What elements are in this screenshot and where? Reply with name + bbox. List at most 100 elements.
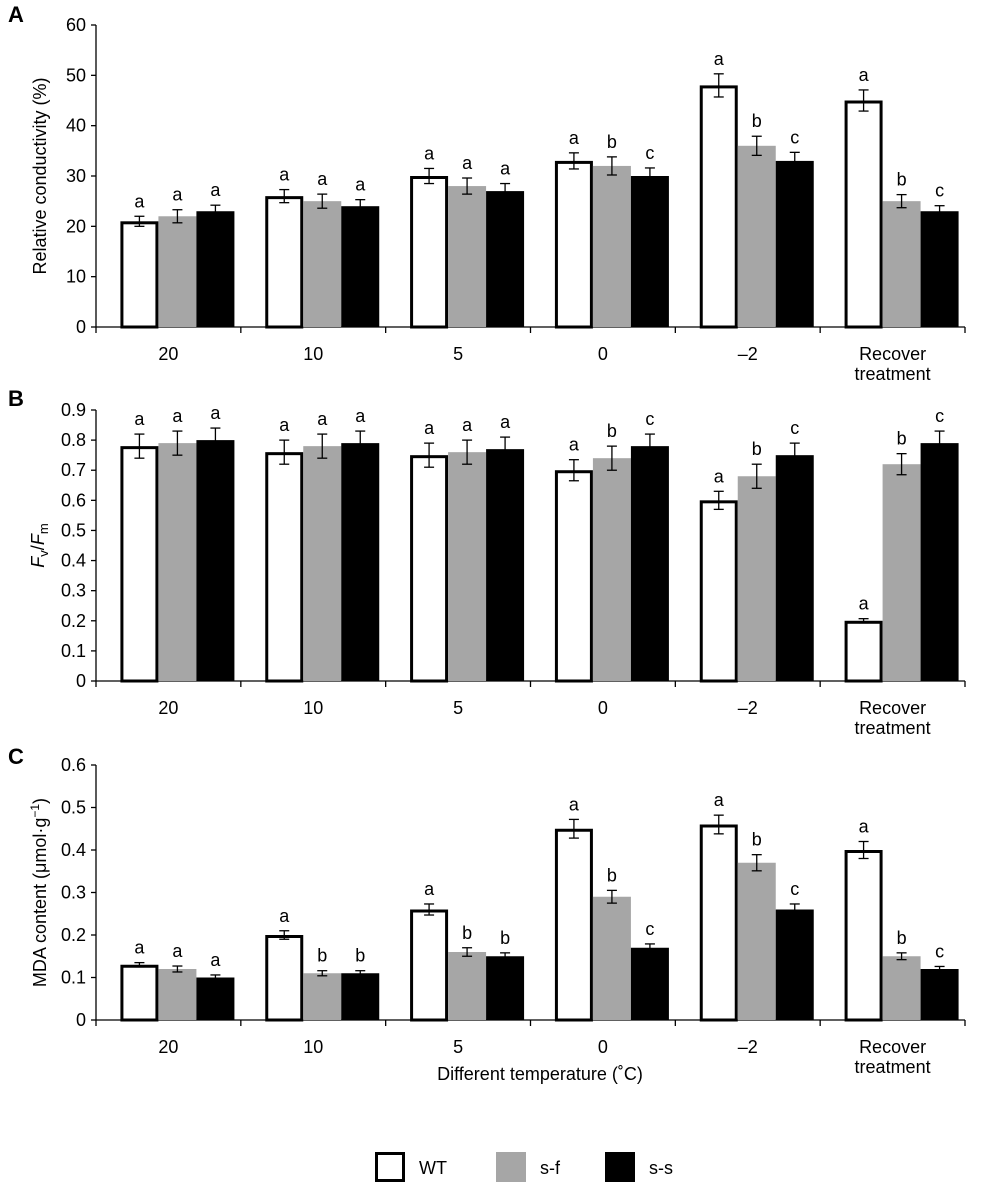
bar-ss [920, 443, 959, 681]
significance-letter: b [752, 111, 762, 131]
bar-wt [554, 828, 593, 1022]
bar-ss [920, 969, 959, 1020]
bar-wt [410, 455, 449, 683]
bar-ss [775, 455, 814, 681]
significance-letter: b [607, 421, 617, 441]
y-tick-label: 0.1 [61, 641, 86, 661]
bar-wt [699, 85, 738, 329]
significance-letter: b [607, 865, 617, 885]
y-axis-label-part: MDA content (μmol·g [30, 818, 50, 987]
bar-sf [303, 201, 342, 327]
y-tick-label: 0.3 [61, 883, 86, 903]
y-tick-label: 0.2 [61, 611, 86, 631]
x-tick-label: 10 [303, 698, 323, 718]
bar-sf [737, 145, 776, 327]
bar-ss [341, 206, 380, 327]
significance-letter: a [279, 906, 290, 926]
bar-ss [920, 211, 959, 327]
bar-ss [341, 443, 380, 681]
x-tick-label: 20 [158, 698, 178, 718]
x-tick-label: 5 [453, 344, 463, 364]
y-tick-label: 0.5 [61, 520, 86, 540]
significance-letter: a [134, 938, 145, 958]
x-tick-label: treatment [855, 718, 931, 738]
bar-ss [486, 449, 525, 681]
significance-letter: a [172, 185, 183, 205]
bar-ss [775, 909, 814, 1020]
significance-letter: a [462, 153, 473, 173]
significance-letter: b [897, 928, 907, 948]
y-tick-label: 50 [66, 65, 86, 85]
legend-swatch-s-s [605, 1152, 635, 1182]
bar-ss [775, 160, 814, 327]
y-tick-label: 0.1 [61, 968, 86, 988]
significance-letter: c [790, 879, 799, 899]
bar-ss [196, 977, 235, 1020]
legend-label-s-s: s-s [649, 1158, 673, 1178]
y-tick-label: 40 [66, 116, 86, 136]
y-axis-label-part: / [28, 545, 48, 550]
significance-letter: c [935, 941, 944, 961]
significance-letter: b [752, 830, 762, 850]
x-tick-label: 5 [453, 1037, 463, 1057]
significance-letter: a [134, 409, 145, 429]
significance-letter: a [500, 159, 511, 179]
bar-sf [882, 464, 921, 681]
significance-letter: a [859, 65, 870, 85]
significance-letter: a [355, 406, 366, 426]
significance-letter: a [172, 941, 183, 961]
y-axis-label: MDA content (μmol·g−1) [28, 798, 50, 987]
bar-wt [120, 446, 159, 683]
bar-wt [554, 470, 593, 683]
significance-letter: a [210, 403, 221, 423]
panel-label-b: B [8, 386, 24, 411]
significance-letter: c [935, 181, 944, 201]
bar-wt [844, 850, 883, 1022]
x-tick-label: 0 [598, 1037, 608, 1057]
significance-letter: a [424, 418, 435, 438]
bar-wt [265, 196, 304, 329]
significance-letter: b [462, 923, 472, 943]
significance-letter: c [645, 409, 654, 429]
bar-sf [303, 973, 342, 1020]
significance-letter: a [714, 790, 725, 810]
bar-sf [158, 969, 197, 1020]
significance-letter: a [172, 406, 183, 426]
y-axis-label-sup: −1 [28, 804, 42, 818]
significance-letter: a [210, 950, 221, 970]
panel-label-c: C [8, 744, 24, 769]
significance-letter: b [500, 928, 510, 948]
bar-ss [630, 176, 669, 327]
x-tick-label: –2 [738, 1037, 758, 1057]
significance-letter: a [424, 143, 435, 163]
significance-letter: b [607, 132, 617, 152]
bar-sf [448, 452, 487, 681]
bar-ss [486, 191, 525, 327]
y-tick-label: 0 [76, 317, 86, 337]
significance-letter: a [317, 409, 328, 429]
x-tick-label: 0 [598, 344, 608, 364]
x-tick-label: 10 [303, 344, 323, 364]
x-tick-label: treatment [855, 1057, 931, 1077]
y-tick-label: 30 [66, 166, 86, 186]
significance-letter: a [355, 175, 366, 195]
significance-letter: b [752, 439, 762, 459]
bar-sf [737, 476, 776, 681]
y-tick-label: 0.2 [61, 925, 86, 945]
bar-sf [592, 165, 631, 327]
x-tick-label: 10 [303, 1037, 323, 1057]
x-axis-label: Different temperature (˚C) [437, 1064, 643, 1084]
panel-b: B 0 0.1 0.2 0.3 0.4 0.5 0.6 0.7 0.8 0.9 20 10 5 0 –2 Rec… [8, 386, 966, 738]
significance-letter: b [897, 170, 907, 190]
bar-sf [737, 862, 776, 1020]
bar-ss [341, 973, 380, 1020]
bar-wt [554, 160, 593, 329]
legend-label-wt: WT [419, 1158, 447, 1178]
bar-wt [699, 500, 738, 683]
x-tick-label: treatment [855, 364, 931, 384]
bar-wt [844, 620, 883, 683]
significance-letter: a [279, 165, 290, 185]
bar-sf [448, 952, 487, 1020]
bar-ss [196, 211, 235, 327]
